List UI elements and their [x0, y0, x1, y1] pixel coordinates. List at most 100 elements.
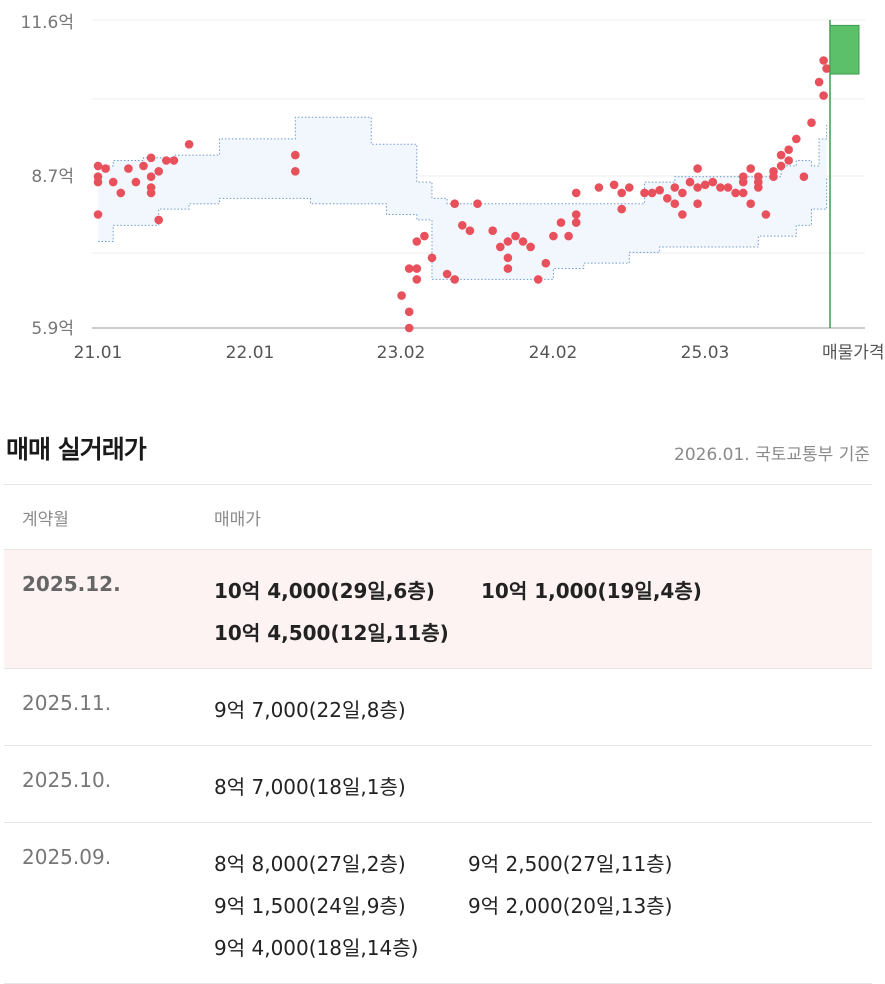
transaction-point — [700, 180, 710, 190]
transaction-point — [154, 167, 163, 176]
transaction-point — [625, 183, 634, 192]
transaction-point — [761, 210, 771, 219]
transaction-point — [819, 56, 828, 65]
transaction-point — [731, 188, 740, 198]
transaction-point — [503, 264, 513, 273]
transaction-point — [693, 164, 702, 173]
price-entry: 9억 4,000(18일,14층) — [214, 936, 419, 960]
transaction-point — [556, 218, 566, 227]
transaction-point — [670, 183, 680, 192]
transaction-point — [397, 291, 406, 300]
transaction-point — [640, 188, 649, 198]
transaction-point — [93, 210, 103, 219]
section-title: 매매 실거래가 — [6, 435, 147, 464]
transaction-section: 매매 실거래가 2026.01. 국토교통부 기준 계약월 매매가 2025.1… — [0, 400, 885, 984]
transaction-point — [404, 307, 414, 317]
y-tick-label: 8.7억 — [31, 167, 74, 187]
transaction-point — [807, 118, 816, 127]
price-entry: 10억 1,000(19일,4층) — [481, 579, 702, 603]
price-entry: 10억 4,500(12일,11층) — [214, 621, 449, 645]
transaction-point — [146, 172, 156, 181]
transaction-point — [776, 150, 786, 160]
transaction-point — [693, 183, 702, 192]
x-tick-label: 25.03 — [681, 343, 730, 363]
transaction-point — [754, 183, 763, 192]
transaction-point — [93, 161, 103, 171]
transaction-point — [108, 177, 118, 187]
row-prices: 8억 8,000(27일,2층) 9억 2,500(27일,11층) 9억 1,50… — [214, 823, 872, 983]
transaction-point — [746, 199, 755, 208]
price-entry: 9억 1,500(24일,9층) — [214, 894, 406, 918]
column-month: 계약월 — [22, 510, 69, 530]
transaction-point — [450, 275, 460, 284]
table-row: 2025.12. 10억 4,000(29일,6층) 10억 1,000(19일,4… — [4, 550, 872, 669]
transaction-point — [571, 218, 581, 227]
transaction-point — [154, 215, 163, 225]
transaction-point — [412, 264, 422, 273]
transaction-point — [708, 177, 718, 187]
transaction-point — [169, 156, 179, 165]
price-band — [98, 116, 828, 280]
transaction-point — [511, 231, 520, 241]
row-month: 2025.11. — [22, 691, 112, 715]
transaction-point — [184, 140, 194, 149]
transaction-point — [678, 210, 687, 219]
price-entry: 9억 2,500(27일,11층) — [468, 852, 673, 876]
transaction-point — [124, 164, 133, 173]
transaction-point — [503, 237, 513, 246]
price-entry: 8억 7,000(18일,1층) — [214, 775, 406, 799]
section-header: 매매 실거래가 2026.01. 국토교통부 기준 — [4, 400, 872, 485]
transaction-point — [162, 156, 171, 165]
transaction-point — [776, 161, 786, 171]
transaction-point — [617, 188, 626, 198]
table-row: 2025.11. 9억 7,000(22일,8층) — [4, 669, 872, 746]
transaction-point — [518, 237, 528, 246]
price-entry: 9억 7,000(22일,8층) — [214, 698, 406, 722]
transaction-point — [594, 183, 604, 192]
x-tick-label: 21.01 — [74, 343, 123, 363]
transaction-point — [404, 323, 414, 333]
listing-price — [829, 20, 860, 328]
listing-price-label: 매물가격 — [822, 343, 885, 363]
transaction-point — [450, 199, 460, 208]
listing-price-range — [829, 24, 860, 75]
transaction-point — [146, 188, 156, 198]
transaction-point — [131, 177, 141, 187]
transaction-point — [488, 226, 498, 235]
transaction-point — [678, 188, 687, 198]
row-month: 2025.10. — [22, 768, 112, 792]
transaction-point — [291, 167, 300, 176]
transaction-point — [617, 204, 626, 214]
price-entry: 10억 4,000(29일,6층) — [214, 579, 435, 603]
transaction-point — [647, 188, 657, 198]
table-row: 2025.10. 8억 7,000(18일,1층) — [4, 746, 872, 823]
y-axis: 11.6억 8.7억 5.9억 — [21, 13, 75, 339]
price-entry: 9억 2,000(20일,13층) — [468, 894, 673, 918]
transaction-point — [571, 210, 581, 219]
transaction-point — [746, 164, 755, 173]
transaction-point — [541, 258, 551, 268]
transaction-point — [784, 145, 793, 154]
transaction-point — [663, 194, 672, 203]
price-entry: 8억 8,000(27일,2층) — [214, 852, 406, 876]
transaction-point — [549, 231, 558, 241]
transaction-point — [819, 91, 828, 100]
row-prices: 10억 4,000(29일,6층) 10억 1,000(19일,4층) 10억 4,… — [214, 550, 872, 668]
transaction-point — [822, 64, 831, 73]
row-prices: 8억 7,000(18일,1층) — [214, 746, 872, 822]
x-tick-label: 22.01 — [226, 343, 275, 363]
column-price: 매매가 — [214, 510, 261, 530]
transaction-point — [738, 177, 748, 187]
row-month: 2025.09. — [22, 845, 112, 869]
transaction-point — [670, 199, 680, 208]
transaction-point — [465, 226, 475, 235]
transaction-table: 2025.12. 10억 4,000(29일,6층) 10억 1,000(19일,4… — [0, 550, 885, 984]
transaction-point — [769, 172, 778, 181]
transaction-point — [814, 77, 824, 87]
transaction-point — [412, 237, 422, 246]
x-tick-label: 23.02 — [377, 343, 426, 363]
y-tick-label: 5.9억 — [31, 319, 74, 339]
transaction-point — [784, 156, 793, 165]
transaction-point — [101, 164, 110, 173]
y-tick-label: 11.6억 — [21, 13, 75, 33]
